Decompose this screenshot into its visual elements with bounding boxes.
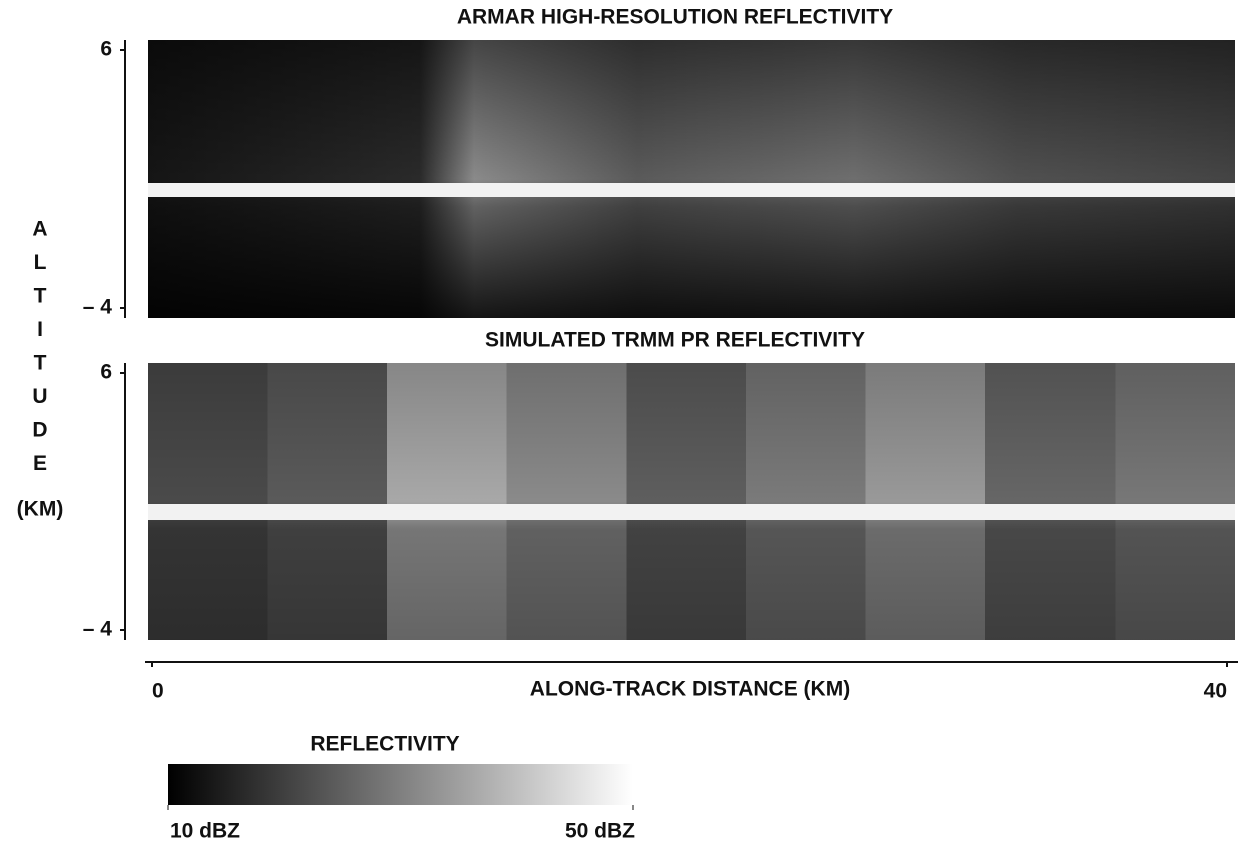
panel-shade [148, 40, 1235, 318]
x-tick-label: 40 [1204, 680, 1227, 703]
y-axis-label: L [34, 251, 47, 274]
colorbar-title: REFLECTIVITY [310, 733, 459, 756]
y-unit: (KM) [17, 498, 64, 521]
y-axis-label: I [37, 318, 43, 341]
colorbar-label: 50 dBZ [565, 820, 635, 843]
colorbar [168, 764, 633, 805]
y-tick-label: – 4 [83, 296, 113, 319]
y-axis-label: T [34, 285, 47, 308]
x-axis-label: ALONG-TRACK DISTANCE (KM) [530, 678, 850, 701]
panel-shade [148, 363, 1235, 640]
panel-title: SIMULATED TRMM PR REFLECTIVITY [485, 329, 865, 352]
panel-title: ARMAR HIGH-RESOLUTION REFLECTIVITY [457, 6, 893, 29]
bright-band [148, 504, 1235, 520]
x-tick-label: 0 [152, 680, 164, 703]
colorbar-label: 10 dBZ [170, 820, 240, 843]
y-tick-label: 6 [100, 361, 112, 384]
bright-band [148, 183, 1235, 197]
y-axis-label: U [32, 385, 47, 408]
y-axis-label: D [32, 419, 47, 442]
y-tick-label: – 4 [83, 618, 113, 641]
y-axis-label: A [32, 218, 47, 241]
y-tick-label: 6 [100, 38, 112, 61]
y-axis-label: E [33, 452, 47, 475]
y-axis-label: T [34, 352, 47, 375]
